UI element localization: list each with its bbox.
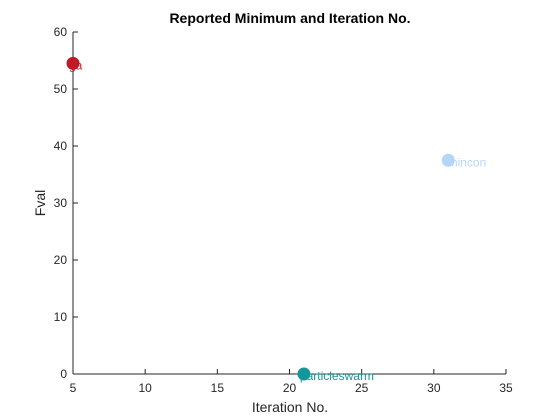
x-tick-label: 25	[355, 381, 369, 395]
data-point-label: fmincon	[444, 155, 486, 169]
x-tick-label: 15	[211, 381, 225, 395]
data-point-marker	[441, 153, 455, 167]
y-tick-label: 50	[54, 82, 68, 96]
y-tick-label: 10	[54, 310, 68, 324]
y-tick-label: 60	[54, 25, 68, 39]
chart-title: Reported Minimum and Iteration No.	[169, 10, 410, 26]
x-tick-label: 30	[427, 381, 441, 395]
y-axis-label: Fval	[32, 190, 48, 216]
x-tick-label: 20	[283, 381, 297, 395]
x-tick-label: 5	[70, 381, 77, 395]
y-tick-label: 0	[60, 367, 67, 381]
data-point-marker	[297, 367, 311, 381]
x-axis-label: Iteration No.	[252, 399, 328, 415]
data-point-label: ga	[69, 58, 83, 72]
data-point-marker	[66, 56, 80, 70]
x-axis-ticks: 5 10 15 20 25 30 35	[70, 369, 513, 395]
data-points: ga fmincon particleswarm	[66, 56, 486, 383]
x-tick-label: 35	[499, 381, 513, 395]
y-tick-label: 20	[54, 253, 68, 267]
y-tick-label: 40	[54, 139, 68, 153]
plot-area: 5 10 15 20 25 30 35 0 10 20 30 40 50 60 ga fmincon par…	[54, 25, 513, 395]
y-axis-ticks: 0 10 20 30 40 50 60	[54, 25, 78, 381]
y-tick-label: 30	[54, 196, 68, 210]
data-point-label: particleswarm	[300, 369, 374, 383]
x-tick-label: 10	[138, 381, 152, 395]
